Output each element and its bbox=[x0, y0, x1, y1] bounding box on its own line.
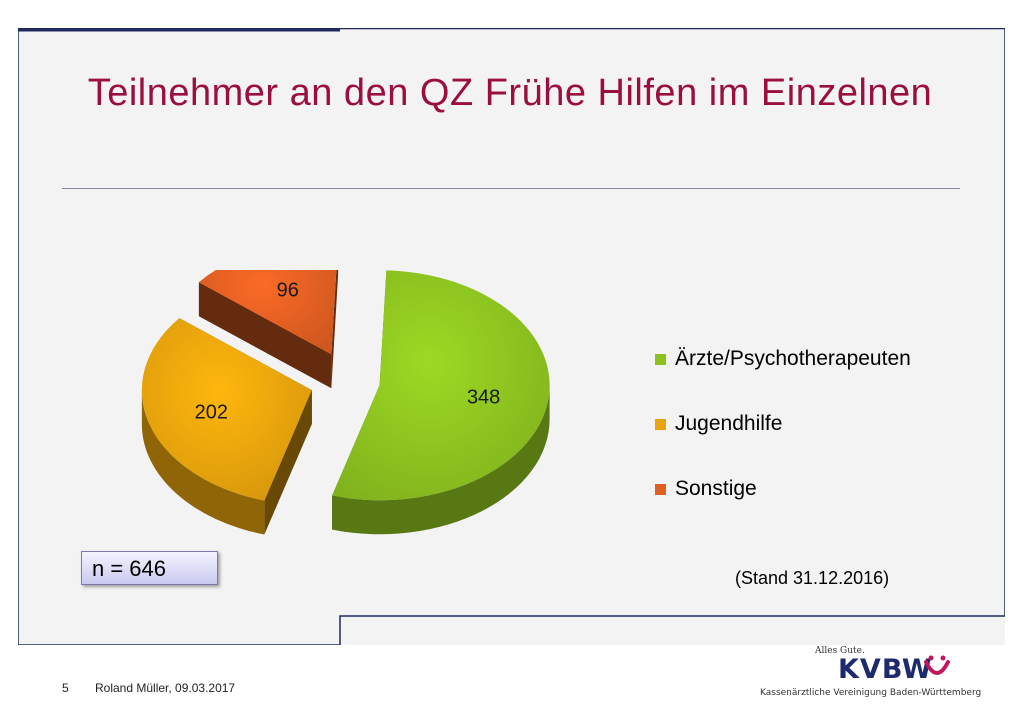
pie-slice-top-sonstige bbox=[198, 270, 337, 355]
legend-label-sonstige: Sonstige bbox=[675, 477, 757, 500]
pie-slice-top-aerzte bbox=[332, 270, 550, 501]
pie-chart: 348 202 96 bbox=[141, 270, 550, 535]
pie-slice-side-sonstige-0 bbox=[198, 282, 332, 389]
slide-title: Teilnehmer an den QZ Frühe Hilfen im Ein… bbox=[87, 72, 933, 114]
frame-outline bbox=[18, 28, 1005, 645]
legend-swatch-sonstige bbox=[655, 484, 666, 495]
logo-subtitle: Kassenärztliche Vereinigung Baden-Württe… bbox=[760, 688, 982, 698]
legend-label-aerzte: Ärzte/Psychotherapeuten bbox=[675, 347, 911, 370]
pie-slice-sonstige: 96 bbox=[198, 270, 339, 389]
pie-slice-jugendhilfe: 202 bbox=[141, 318, 312, 535]
pie-slice-top-jugendhilfe bbox=[141, 318, 312, 501]
pie-slice-side-jugendhilfe-0 bbox=[264, 390, 312, 535]
logo-tagline: Alles Gute. bbox=[815, 646, 865, 656]
pie-slice-rim-aerzte-0 bbox=[332, 385, 550, 535]
data-label-aerzte: 348 bbox=[467, 387, 500, 409]
title-divider bbox=[62, 188, 960, 189]
pie-slice-aerzte: 348 bbox=[332, 270, 550, 535]
legend-label-jugendhilfe: Jugendhilfe bbox=[675, 412, 783, 435]
stand-date: (Stand 31.12.2016) bbox=[735, 568, 890, 588]
kvbw-logo: Alles Gute. KVBW Kassenärztliche Vereini… bbox=[760, 640, 981, 700]
logo-smile-icon bbox=[924, 655, 950, 675]
pie-slice-rim-jugendhilfe-0 bbox=[141, 390, 265, 535]
data-label-sonstige: 96 bbox=[277, 279, 299, 301]
page-number: 5 bbox=[62, 681, 69, 695]
logo-wordmark: KVBW bbox=[838, 654, 933, 685]
legend-swatch-aerzte bbox=[655, 354, 666, 365]
footer-author-date: Roland Müller, 09.03.2017 bbox=[95, 681, 236, 695]
legend-swatch-jugendhilfe bbox=[655, 419, 666, 430]
sample-size-box: n = 646 bbox=[81, 551, 218, 585]
pie-slice-side-sonstige-1 bbox=[331, 270, 339, 389]
data-label-jugendhilfe: 202 bbox=[195, 402, 228, 424]
